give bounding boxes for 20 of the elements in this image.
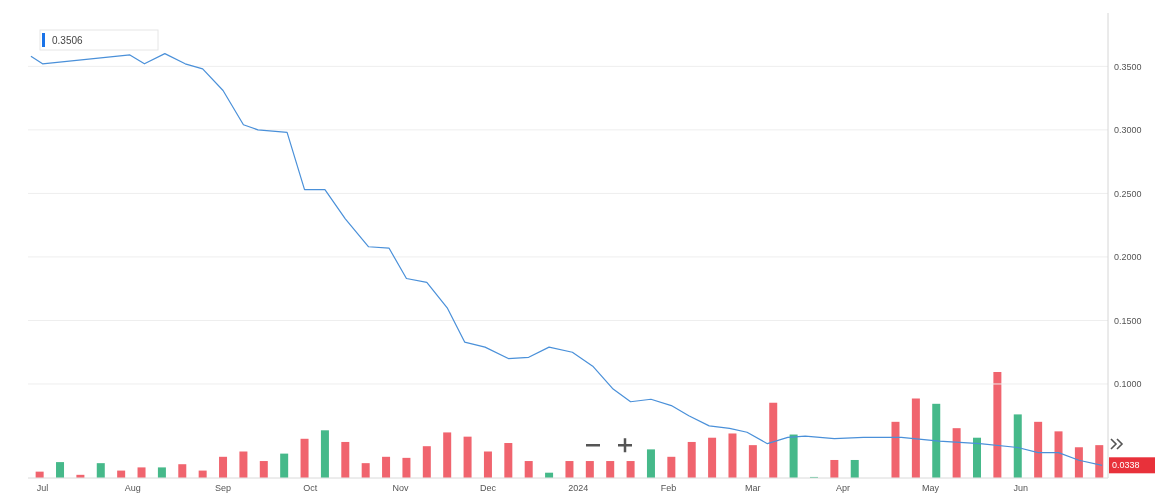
- annotation: 0.3506: [52, 35, 84, 46]
- x-tick-label: Oct: [303, 483, 318, 493]
- x-tick-label: Nov: [392, 483, 410, 493]
- y-tick-label: 0.3000: [1114, 125, 1142, 136]
- y-tick-label: 0.1000: [1114, 379, 1142, 390]
- x-tick-label: Jun: [1013, 483, 1028, 493]
- x-tick-label: Mar: [745, 483, 761, 493]
- x-tick-label: Apr: [836, 483, 851, 493]
- x-tick-label: Jul: [36, 483, 49, 493]
- y-tick-label: 0.2500: [1114, 188, 1142, 199]
- text: 0.0338: [1112, 460, 1140, 471]
- x-tick-label: Aug: [124, 483, 141, 493]
- x-tick-label: 2024: [568, 483, 589, 493]
- y-tick-label: 0.2000: [1114, 252, 1142, 263]
- x-tick-label: Dec: [479, 483, 497, 493]
- x-tick-label: May: [921, 483, 940, 493]
- y-tick-label: 0.3500: [1114, 61, 1142, 72]
- x-tick-label: Sep: [215, 483, 232, 493]
- x-tick-label: Feb: [660, 483, 677, 493]
- y-tick-label: 0.1500: [1114, 315, 1142, 326]
